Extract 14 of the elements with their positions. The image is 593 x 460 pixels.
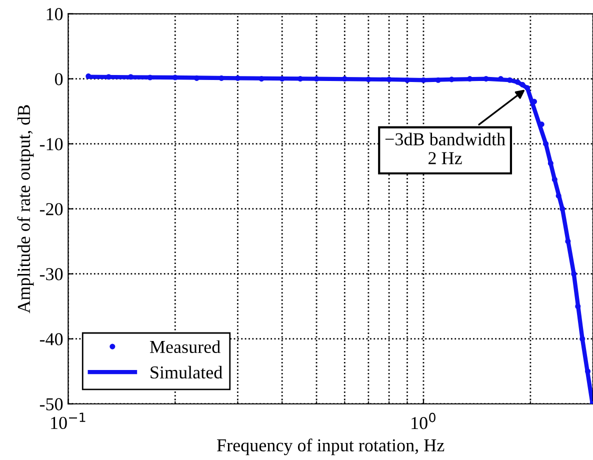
y-tick-label: -40 bbox=[40, 333, 63, 346]
y-tick-label: 10 bbox=[46, 8, 63, 20]
y-tick-label: 0 bbox=[54, 73, 63, 86]
y-tick-label: -10 bbox=[40, 138, 63, 150]
y-tick-label: -20 bbox=[40, 203, 63, 216]
y-axis-title: Amplitude of rate output, dB bbox=[17, 105, 34, 314]
annotation: −3dB bandwidth 2 Hz bbox=[385, 132, 506, 164]
y-tick-label: -50 bbox=[40, 398, 63, 410]
x-tick-label: 10$^{−1}$ bbox=[51, 412, 86, 430]
x-axis-title: Frequency of input rotation, Hz bbox=[217, 438, 444, 456]
x-tick-label: 10$^{0}$ bbox=[412, 412, 436, 430]
y-tick-label: -30 bbox=[40, 268, 63, 280]
legend-label: Measured bbox=[150, 340, 220, 354]
legend-label: Simulated bbox=[150, 366, 222, 379]
